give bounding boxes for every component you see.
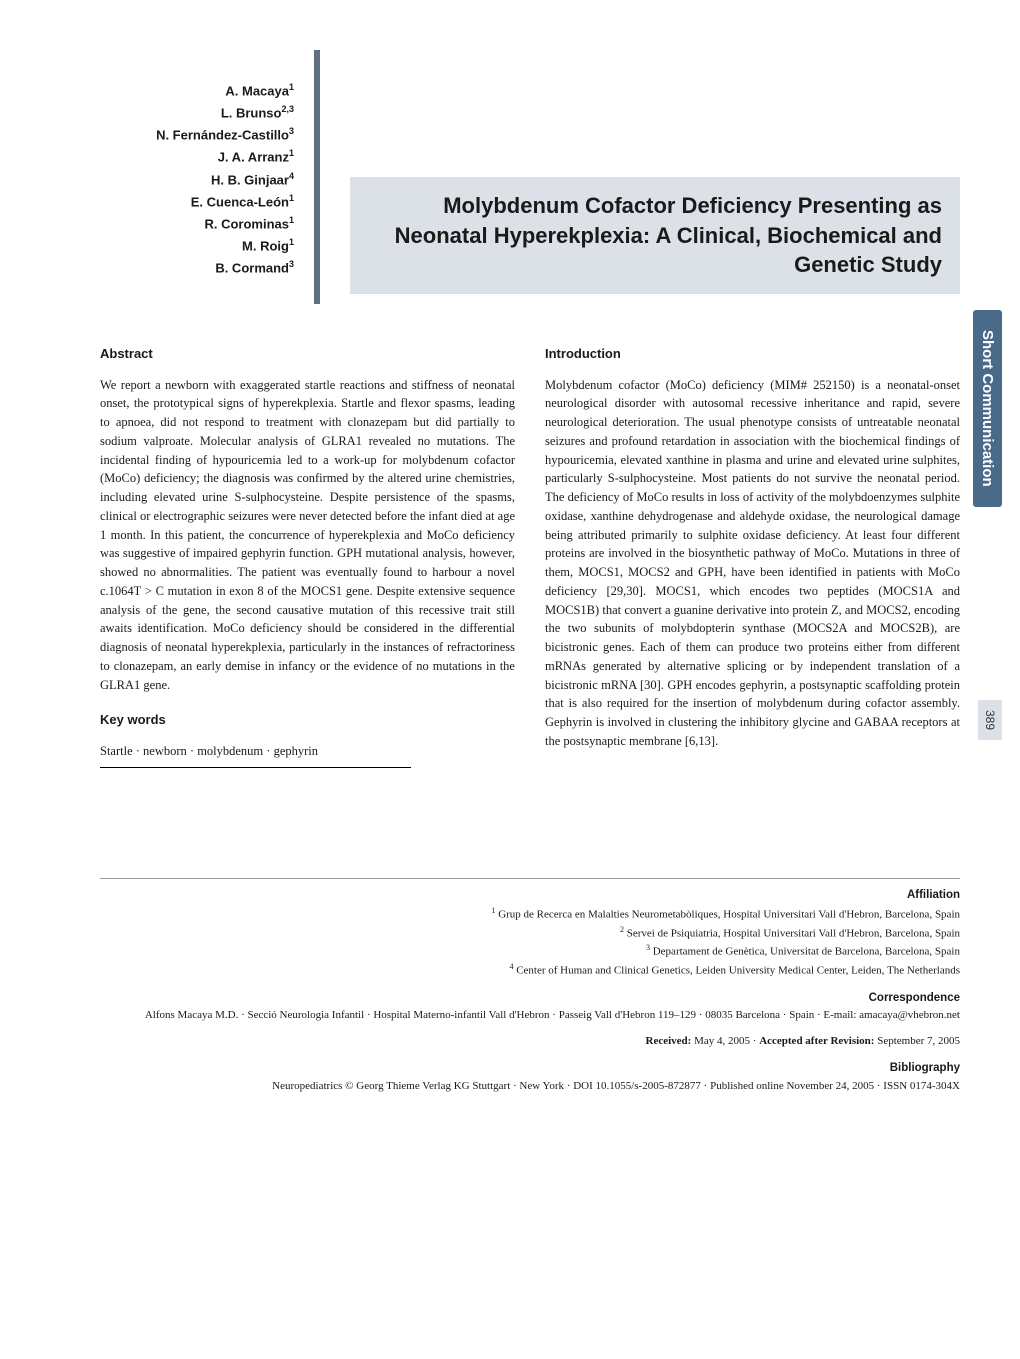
correspondence-heading: Correspondence [100, 990, 960, 1007]
abstract-heading: Abstract [100, 344, 515, 364]
page-container: A. Macaya1 L. Brunso2,3 N. Fernández-Cas… [0, 0, 1020, 1145]
author-7: M. Roig1 [100, 235, 294, 257]
bibliography-heading: Bibliography [100, 1060, 960, 1077]
accepted-label: Accepted after Revision: [759, 1035, 874, 1047]
affiliation-1: 2 Servei de Psiquiatria, Hospital Univer… [100, 924, 960, 943]
title-column: Molybdenum Cofactor Deficiency Presentin… [320, 50, 960, 304]
author-6: R. Corominas1 [100, 213, 294, 235]
bibliography-block: Bibliography Neuropediatrics © Georg Thi… [100, 1060, 960, 1095]
intro-heading: Introduction [545, 344, 960, 364]
keywords-text: Startle · newborn · molybdenum · gephyri… [100, 742, 515, 761]
received-date: May 4, 2005 [694, 1035, 750, 1047]
right-column: Introduction Molybdenum cofactor (MoCo) … [545, 344, 960, 768]
author-4: H. B. Ginjaar4 [100, 169, 294, 191]
left-column: Abstract We report a newborn with exagge… [100, 344, 515, 768]
dates-block: Received: May 4, 2005 · Accepted after R… [100, 1034, 960, 1050]
author-3: J. A. Arranz1 [100, 146, 294, 168]
keywords-heading: Key words [100, 710, 515, 730]
article-title: Molybdenum Cofactor Deficiency Presentin… [368, 191, 942, 280]
correspondence-block: Correspondence Alfons Macaya M.D. · Secc… [100, 990, 960, 1025]
author-8: B. Cormand3 [100, 257, 294, 279]
authors-column: A. Macaya1 L. Brunso2,3 N. Fernández-Cas… [100, 50, 320, 304]
header-row: A. Macaya1 L. Brunso2,3 N. Fernández-Cas… [100, 50, 960, 304]
affiliation-heading: Affiliation [100, 887, 960, 904]
title-box: Molybdenum Cofactor Deficiency Presentin… [350, 177, 960, 294]
author-0: A. Macaya1 [100, 80, 294, 102]
bibliography-text: Neuropediatrics © Georg Thieme Verlag KG… [100, 1079, 960, 1095]
author-1: L. Brunso2,3 [100, 102, 294, 124]
received-label: Received: [646, 1035, 692, 1047]
body-row: Abstract We report a newborn with exagge… [100, 344, 960, 768]
affiliation-2: 3 Departament de Genètica, Universitat d… [100, 942, 960, 961]
correspondence-text: Alfons Macaya M.D. · Secció Neurologia I… [100, 1008, 960, 1024]
affiliation-3: 4 Center of Human and Clinical Genetics,… [100, 961, 960, 980]
accepted-date: September 7, 2005 [877, 1035, 960, 1047]
intro-text: Molybdenum cofactor (MoCo) deficiency (M… [545, 376, 960, 751]
keywords-rule [100, 767, 411, 768]
author-2: N. Fernández-Castillo3 [100, 124, 294, 146]
footer-section: Affiliation 1 Grup de Recerca en Malalti… [100, 878, 960, 1095]
abstract-text: We report a newborn with exaggerated sta… [100, 376, 515, 695]
affiliation-block: Affiliation 1 Grup de Recerca en Malalti… [100, 887, 960, 980]
affiliation-0: 1 Grup de Recerca en Malalties Neurometa… [100, 905, 960, 924]
author-5: E. Cuenca-León1 [100, 191, 294, 213]
